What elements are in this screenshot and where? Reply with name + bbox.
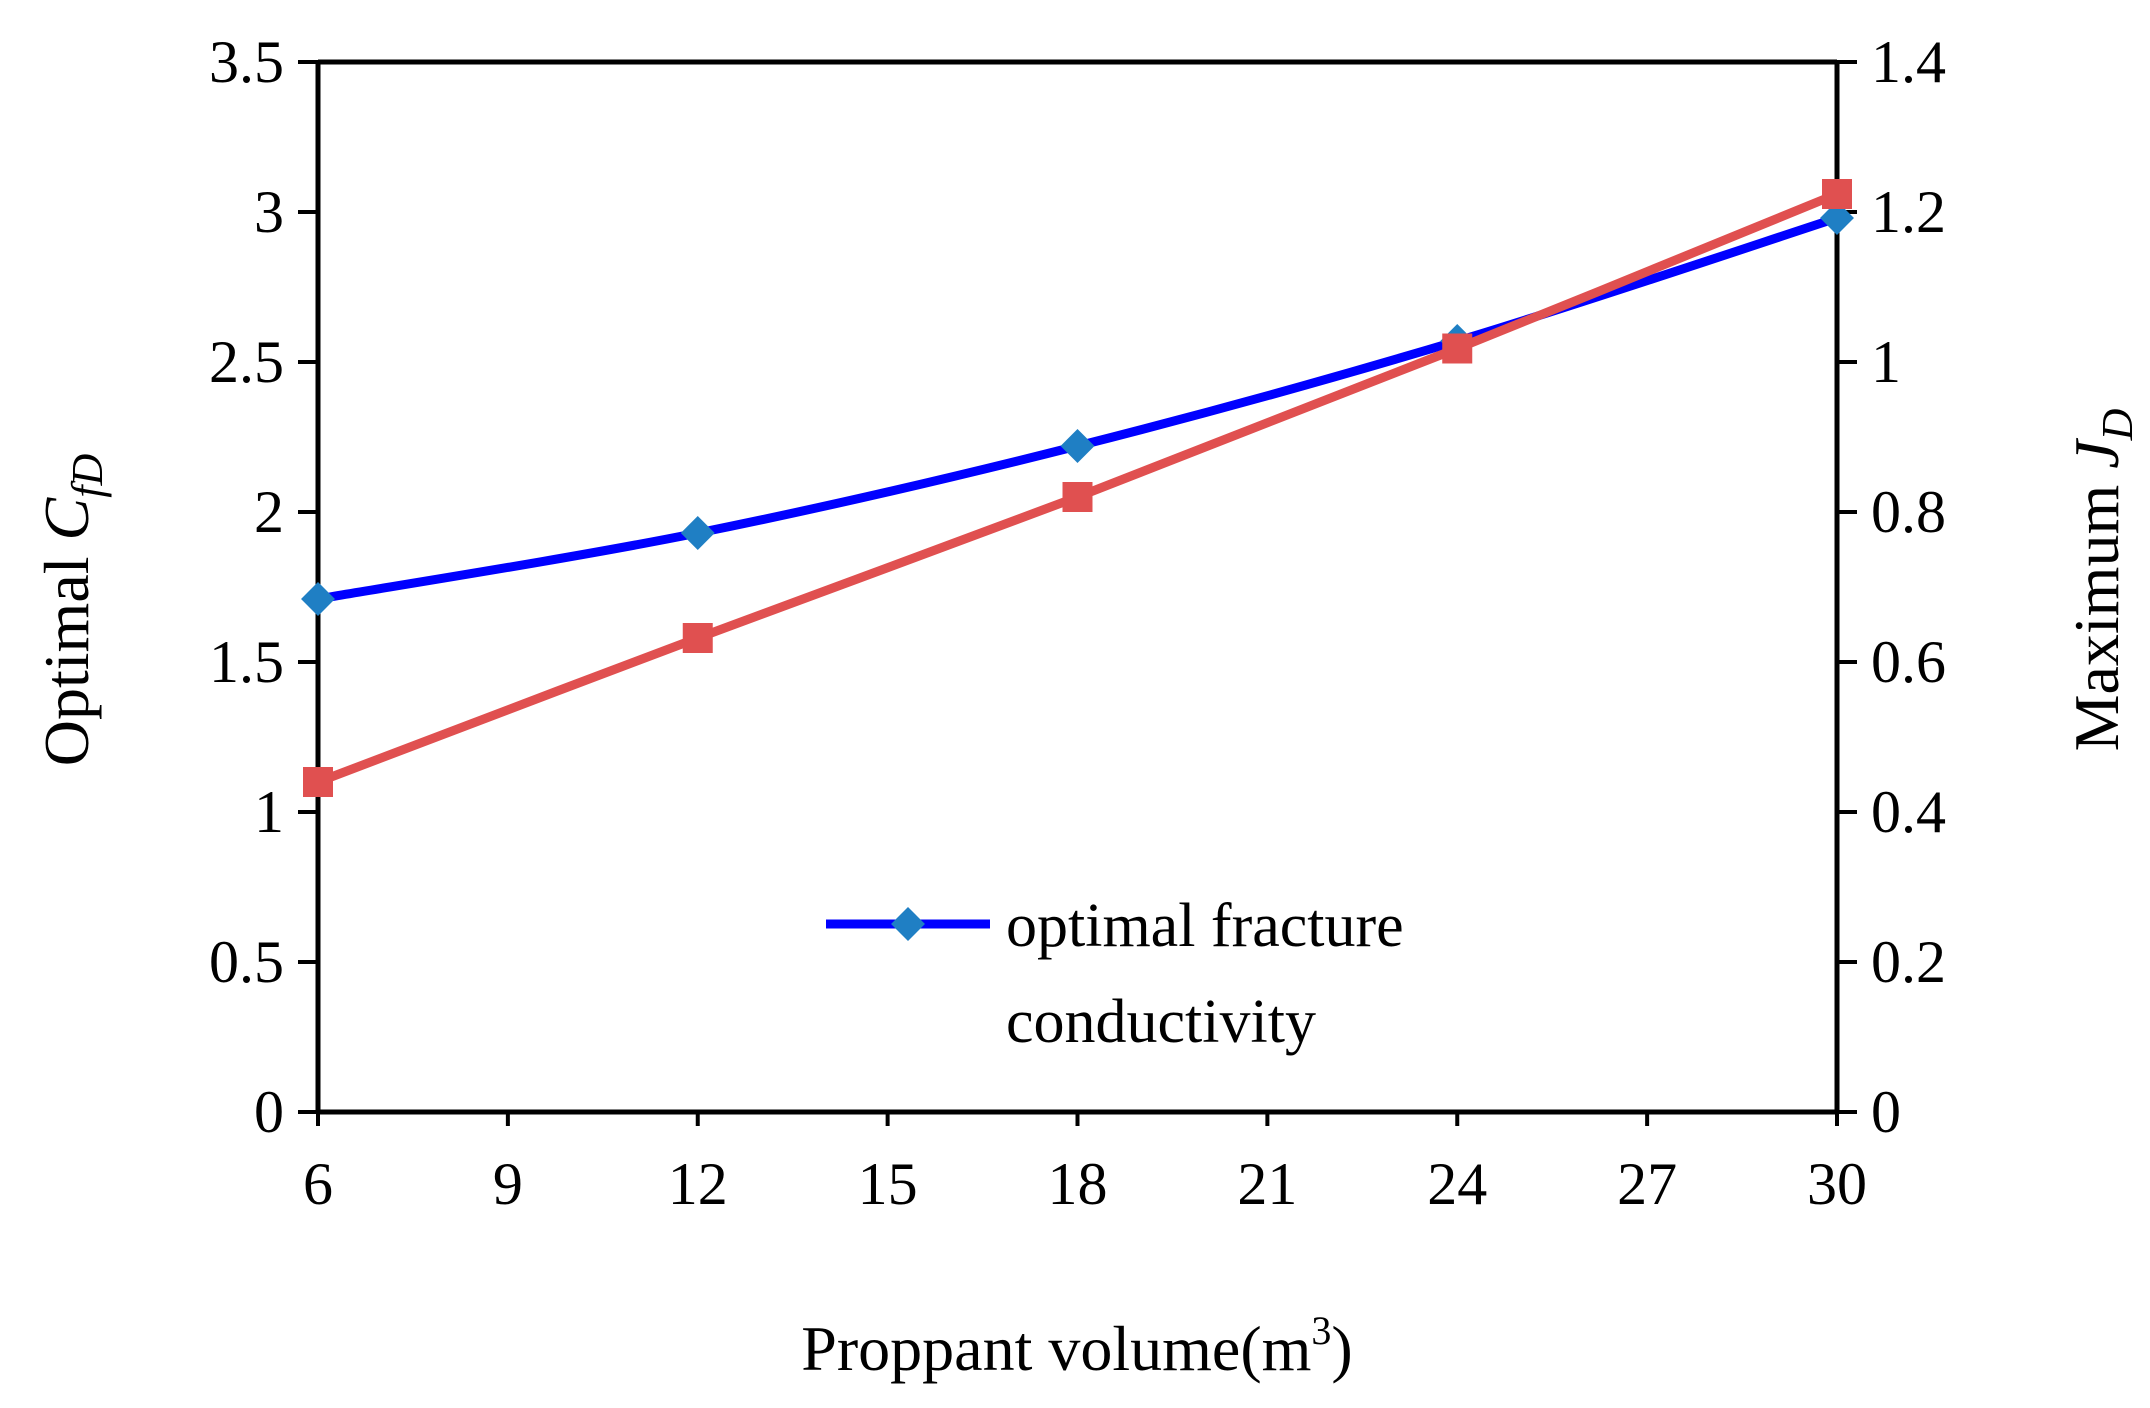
y-left-axis-title-symbol: C <box>31 496 102 540</box>
y-right-axis-title: Maximum JD <box>2061 408 2142 751</box>
x-axis-title-main: Proppant volume(m <box>801 1313 1311 1384</box>
series-0-point <box>680 516 715 550</box>
y-left-tick-label: 0 <box>254 1079 284 1145</box>
y-right-axis-title-symbol: J <box>2061 438 2132 469</box>
y-left-tick-label: 2 <box>254 479 284 545</box>
series-1-point <box>1062 482 1093 512</box>
series-line-0 <box>317 213 1839 604</box>
y-left-tick-label: 1 <box>254 779 284 845</box>
x-tick-label: 24 <box>1427 1151 1487 1217</box>
y-right-tick-label: 1.2 <box>1871 179 1946 245</box>
y-left-tick-label: 3 <box>254 179 284 245</box>
x-tick-label: 18 <box>1048 1151 1108 1217</box>
x-axis-title: Proppant volume(m3) <box>801 1308 1352 1384</box>
legend-label-line1: optimal fracture <box>1006 892 1404 960</box>
y-left-tick-label: 1.5 <box>209 629 284 695</box>
x-tick-label: 27 <box>1617 1151 1677 1217</box>
y-left-ticks: 0 0.5 1 1.5 2 2.5 3 3.5 <box>209 29 318 1145</box>
legend-marker-diamond <box>891 907 925 941</box>
y-right-tick-label: 0 <box>1871 1079 1901 1145</box>
x-tick-label: 9 <box>493 1151 523 1217</box>
y-right-tick-label: 0.4 <box>1871 779 1946 845</box>
y-right-axis-title-subscript: D <box>2093 408 2142 441</box>
x-axis-title-suffix: ) <box>1331 1313 1352 1384</box>
y-right-tick-label: 1.4 <box>1871 29 1946 95</box>
x-tick-label: 6 <box>303 1151 333 1217</box>
series-layer <box>301 179 1854 797</box>
x-ticks: 6 9 12 15 18 21 24 27 30 <box>303 1112 1867 1217</box>
series-0-point <box>1060 429 1095 463</box>
series-1-point <box>1822 179 1852 209</box>
y-left-tick-label: 3.5 <box>209 29 284 95</box>
series-1-point <box>682 623 713 653</box>
series-1-point <box>1442 333 1473 364</box>
y-left-axis-title: Optimal CfD <box>31 454 112 767</box>
series-1-point <box>303 767 333 797</box>
y-right-axis-title-main: Maximum <box>2061 469 2132 752</box>
y-right-tick-label: 0.8 <box>1871 479 1946 545</box>
series-0-point <box>1820 201 1854 235</box>
y-right-tick-label: 1 <box>1871 329 1901 395</box>
y-right-tick-label: 0.2 <box>1871 929 1946 995</box>
x-tick-label: 12 <box>668 1151 728 1217</box>
series-0-point <box>301 582 335 616</box>
y-left-tick-label: 0.5 <box>209 929 284 995</box>
legend: optimal fracture conductivity <box>826 892 1404 1056</box>
x-tick-label: 15 <box>858 1151 918 1217</box>
legend-label-line2: conductivity <box>1006 988 1316 1056</box>
x-tick-label: 21 <box>1237 1151 1297 1217</box>
y-right-ticks: 0 0.2 0.4 0.6 0.8 1 1.2 1.4 <box>1837 29 1946 1145</box>
y-left-tick-label: 2.5 <box>209 329 284 395</box>
y-right-tick-label: 0.6 <box>1871 629 1946 695</box>
x-tick-label: 30 <box>1807 1151 1867 1217</box>
x-axis-title-superscript: 3 <box>1311 1308 1331 1353</box>
y-left-axis-title-main: Optimal <box>31 540 102 766</box>
y-left-axis-title-subscript: fD <box>63 454 112 498</box>
